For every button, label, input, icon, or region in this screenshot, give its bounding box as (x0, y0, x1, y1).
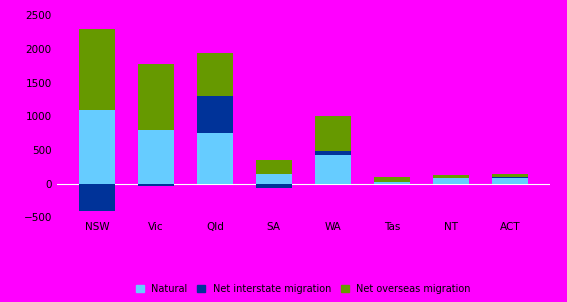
Bar (315, 116, 350, 151)
Bar (138, 184, 174, 186)
Bar (374, 177, 409, 182)
Bar (374, 184, 409, 185)
Bar (492, 177, 527, 178)
Bar (197, 133, 232, 184)
Bar (433, 178, 468, 184)
Bar (197, 96, 232, 133)
Bar (433, 184, 468, 185)
Bar (374, 182, 409, 184)
Bar (79, 110, 115, 184)
Bar (138, 130, 174, 184)
Bar (315, 151, 350, 155)
Bar (256, 184, 291, 188)
Bar (492, 174, 527, 177)
Bar (433, 175, 468, 178)
Bar (256, 174, 291, 184)
Bar (197, 53, 232, 96)
Bar (315, 155, 350, 184)
Bar (492, 178, 527, 184)
Bar (256, 160, 291, 174)
Legend: Natural, Net interstate migration, Net overseas migration: Natural, Net interstate migration, Net o… (132, 280, 475, 297)
Bar (138, 64, 174, 130)
Bar (79, 29, 115, 110)
Bar (79, 184, 115, 211)
